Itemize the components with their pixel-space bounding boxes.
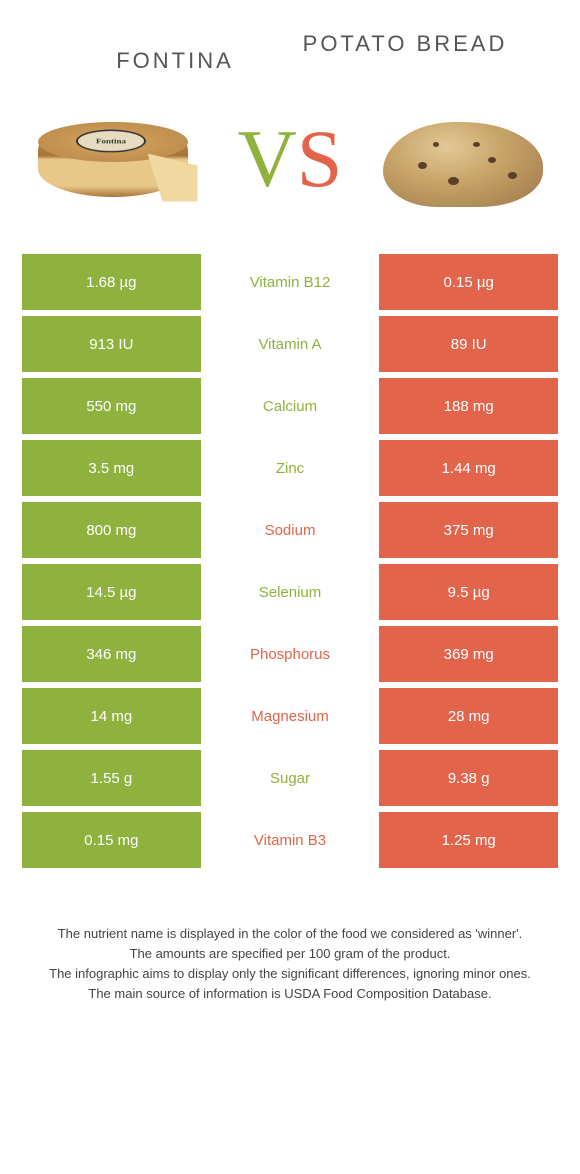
nutrient-name: Magnesium [201,688,380,744]
nutrient-name: Vitamin A [201,316,380,372]
nutrient-row: 913 IUVitamin A89 IU [22,316,558,372]
left-value: 346 mg [22,626,201,682]
right-value: 89 IU [379,316,558,372]
nutrient-table: 1.68 µgVitamin B120.15 µg 913 IUVitamin A… [22,254,558,868]
right-food-image [375,94,550,224]
nutrient-name: Sodium [201,502,380,558]
cheese-icon: Fontina [38,112,198,207]
right-value: 9.38 g [379,750,558,806]
nutrient-name: Vitamin B12 [201,254,380,310]
nutrient-name: Phosphorus [201,626,380,682]
nutrient-name: Zinc [201,440,380,496]
nutrient-row: 14 mgMagnesium28 mg [22,688,558,744]
footer-line: The nutrient name is displayed in the co… [30,924,550,944]
left-food-image: Fontina [30,94,205,224]
right-food-title: Potato Bread [290,30,520,59]
right-value: 375 mg [379,502,558,558]
left-value: 1.68 µg [22,254,201,310]
footer-line: The main source of information is USDA F… [30,984,550,1004]
vs-s-letter: S [297,112,343,206]
right-value: 1.25 mg [379,812,558,868]
vs-label: VS [225,112,355,206]
right-value: 0.15 µg [379,254,558,310]
left-value: 3.5 mg [22,440,201,496]
left-value: 1.55 g [22,750,201,806]
right-value: 369 mg [379,626,558,682]
left-value: 0.15 mg [22,812,201,868]
right-value: 28 mg [379,688,558,744]
left-food-title: Fontina [60,30,290,74]
nutrient-row: 0.15 mgVitamin B31.25 mg [22,812,558,868]
images-row: Fontina VS [0,84,580,254]
nutrient-name: Calcium [201,378,380,434]
nutrient-row: 1.55 gSugar9.38 g [22,750,558,806]
right-value: 188 mg [379,378,558,434]
right-value: 9.5 µg [379,564,558,620]
footer-notes: The nutrient name is displayed in the co… [0,874,580,1025]
nutrient-row: 800 mgSodium375 mg [22,502,558,558]
nutrient-row: 550 mgCalcium188 mg [22,378,558,434]
left-value: 550 mg [22,378,201,434]
nutrient-name: Selenium [201,564,380,620]
nutrient-row: 3.5 mgZinc1.44 mg [22,440,558,496]
nutrient-row: 1.68 µgVitamin B120.15 µg [22,254,558,310]
footer-line: The infographic aims to display only the… [30,964,550,984]
footer-line: The amounts are specified per 100 gram o… [30,944,550,964]
left-value: 14.5 µg [22,564,201,620]
left-value: 14 mg [22,688,201,744]
header: Fontina Potato Bread [0,0,580,84]
nutrient-row: 14.5 µgSelenium9.5 µg [22,564,558,620]
bread-icon [378,107,548,212]
left-value: 913 IU [22,316,201,372]
left-value: 800 mg [22,502,201,558]
nutrient-row: 346 mgPhosphorus369 mg [22,626,558,682]
right-value: 1.44 mg [379,440,558,496]
nutrient-name: Vitamin B3 [201,812,380,868]
vs-v-letter: V [238,112,297,206]
nutrient-name: Sugar [201,750,380,806]
